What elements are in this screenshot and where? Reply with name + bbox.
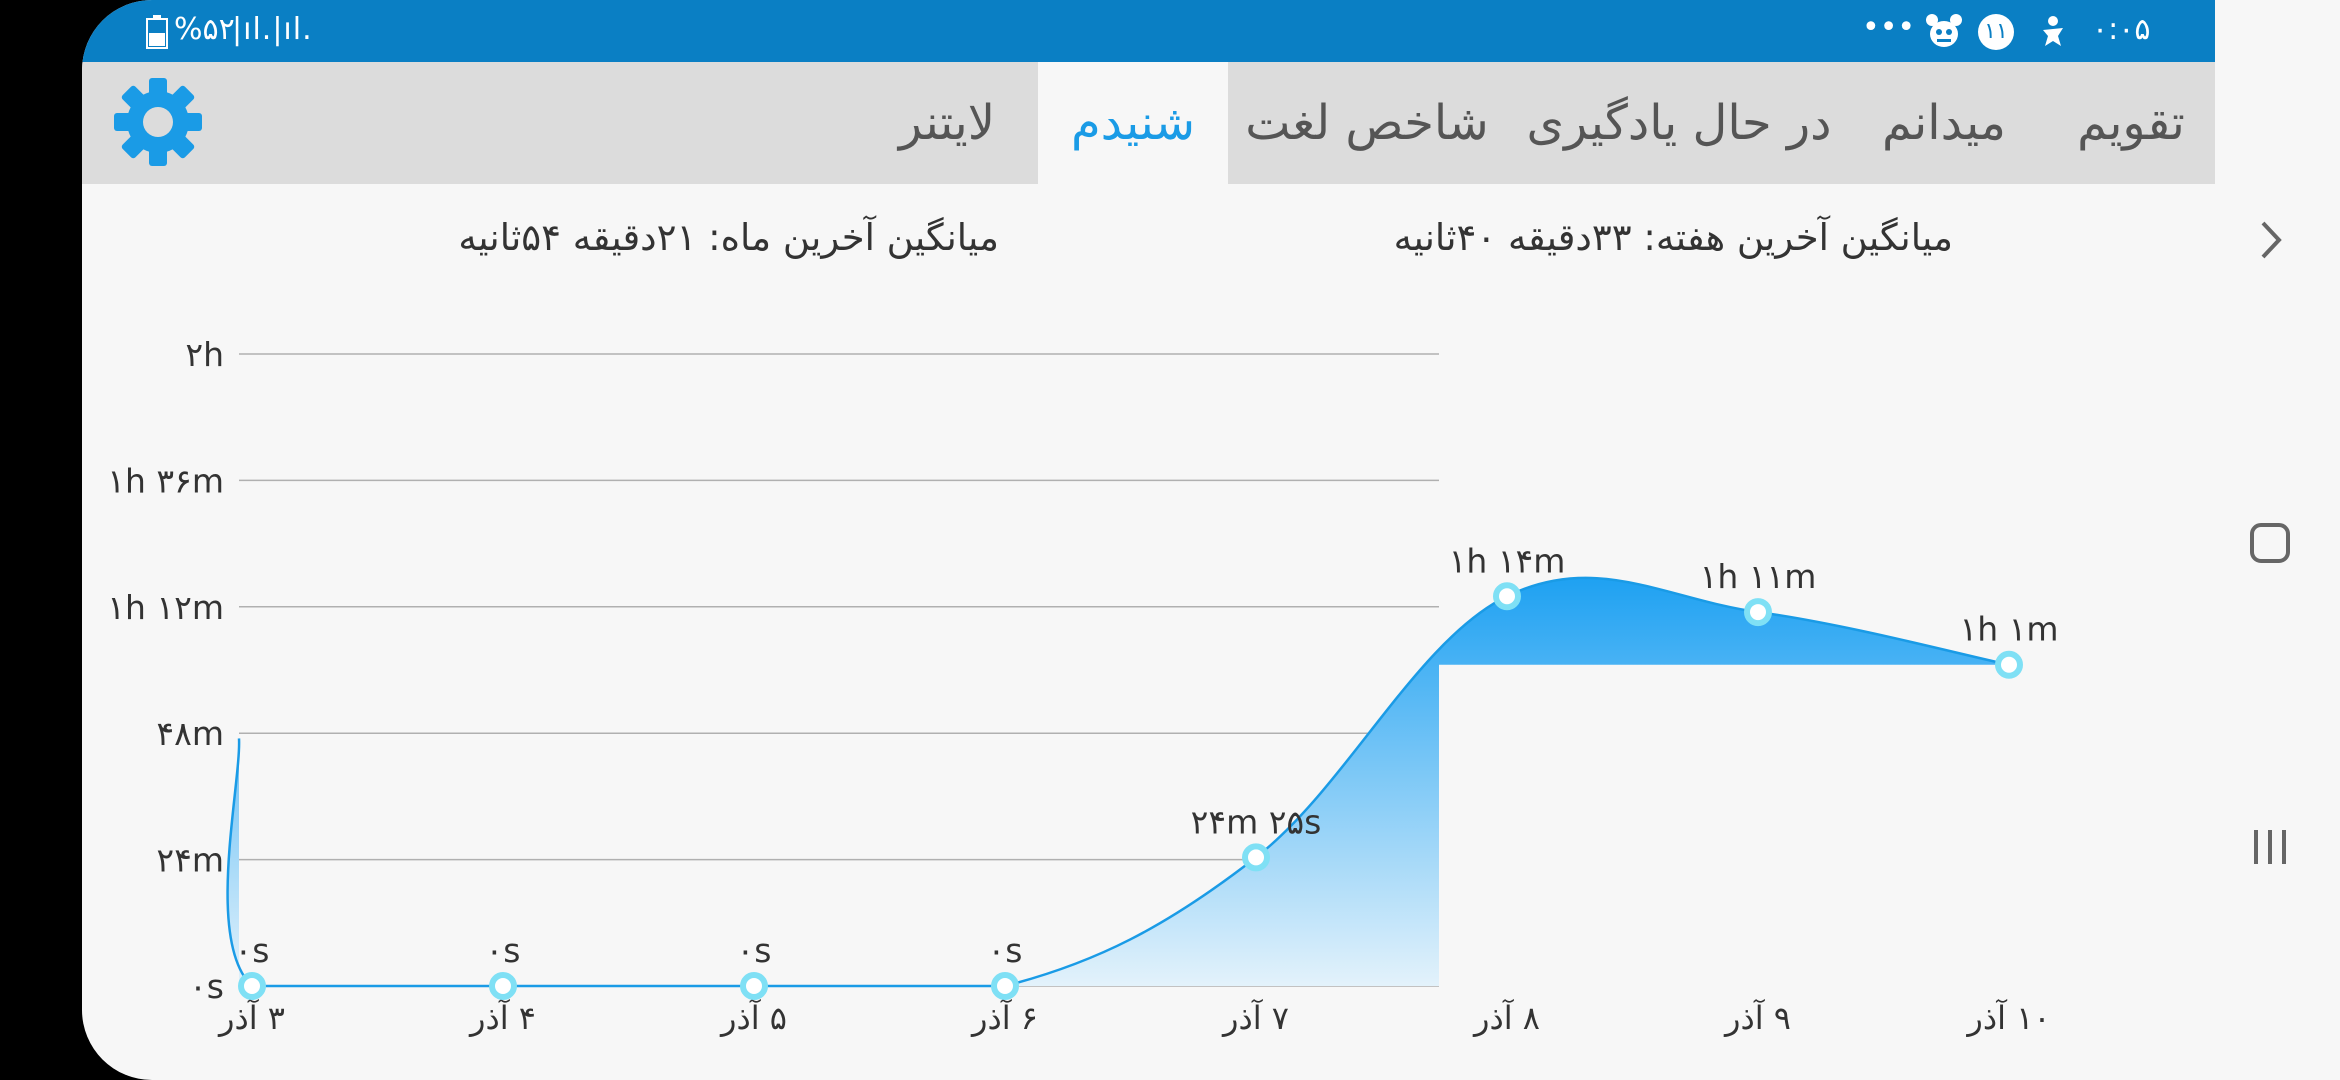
tab-calendar[interactable]: تقویم bbox=[2077, 95, 2185, 151]
x-tick-label: ۴ آذر bbox=[468, 998, 536, 1037]
y-tick-label: ۲۴m bbox=[156, 841, 224, 880]
tab-learning[interactable]: در حال یادگیری bbox=[1526, 95, 1832, 151]
data-point[interactable] bbox=[991, 972, 1019, 1000]
recent-apps-icon[interactable] bbox=[2245, 822, 2295, 876]
battery-percent: %۵۲ bbox=[174, 12, 235, 47]
tab-bar: تقویم میدانم در حال یادگیری شاخص لغت شنی… bbox=[82, 62, 2215, 184]
data-point[interactable] bbox=[238, 972, 266, 1000]
notification-badge: ۱۱ bbox=[1978, 14, 2014, 50]
data-point[interactable] bbox=[489, 972, 517, 1000]
more-notifications-icon: ••• bbox=[1862, 10, 1916, 45]
y-tick-label: ۱h ۱۲m bbox=[107, 588, 224, 627]
x-tick-label: ۵ آذر bbox=[719, 998, 787, 1037]
data-label: ۰s bbox=[988, 931, 1023, 970]
tab-word-index[interactable]: شاخص لغت bbox=[1245, 95, 1489, 151]
status-bar: ۰:۰۵ ۱۱ ••• %۵۲ |ıl.|ıl. bbox=[82, 0, 2215, 62]
tab-heard[interactable]: شنیدم bbox=[1038, 62, 1228, 184]
x-tick-label: ۹ آذر bbox=[1723, 998, 1791, 1037]
accessibility-icon bbox=[2037, 14, 2069, 52]
chart-grid bbox=[239, 353, 1439, 987]
navigation-bar bbox=[2215, 0, 2340, 1080]
week-average: میانگین آخرین هفته: ۳۳دقیقه ۴۰ثانیه bbox=[1393, 216, 1953, 259]
x-tick-label: ۸ آذر bbox=[1472, 998, 1540, 1037]
home-button-icon[interactable] bbox=[2245, 518, 2295, 572]
chart-area bbox=[226, 576, 2010, 988]
data-label: ۱h ۱۱m bbox=[1700, 557, 1817, 596]
data-point[interactable] bbox=[1242, 843, 1270, 872]
series-line bbox=[226, 576, 2010, 988]
data-label: ۱h ۱m bbox=[1960, 610, 2059, 649]
x-tick-label: ۷ آذر bbox=[1221, 998, 1289, 1037]
battery-icon bbox=[146, 15, 168, 53]
x-tick-label: ۱۰ آذر bbox=[1965, 998, 2050, 1037]
data-point[interactable] bbox=[1744, 598, 1772, 627]
y-tick-label: ۱h ۳۶m bbox=[107, 461, 224, 500]
data-point[interactable] bbox=[1995, 650, 2023, 679]
tab-leitner[interactable]: لایتنر bbox=[898, 95, 996, 151]
chart-data-labels: ۰s ۰s ۰s ۰s ۲۴m ۲۵s ۱h ۱۴m ۱h ۱۱m ۱h ۱m bbox=[235, 541, 2059, 970]
data-label: ۲۴m ۲۵s bbox=[1191, 802, 1322, 841]
x-tick-label: ۶ آذر bbox=[970, 998, 1038, 1037]
y-tick-label: ۴۸m bbox=[156, 714, 224, 753]
data-label: ۰s bbox=[737, 931, 772, 970]
data-point[interactable] bbox=[1493, 582, 1521, 611]
listening-time-chart: ۰s ۲۴m ۴۸m ۱h ۱۲m ۱h ۳۶m ۲h ۳ آذر ۴ آذر ۵ آذر ۶ … bbox=[107, 335, 2059, 1037]
signal-icon: |ıl.|ıl. bbox=[232, 12, 313, 47]
data-label: ۰s bbox=[486, 931, 521, 970]
chart-points bbox=[238, 582, 2023, 1000]
x-tick-label: ۳ آذر bbox=[217, 998, 285, 1037]
chevron-right-icon[interactable] bbox=[2245, 215, 2295, 269]
y-tick-label: ۰s bbox=[189, 967, 224, 1006]
tab-know[interactable]: میدانم bbox=[1881, 95, 2007, 151]
y-tick-label: ۲h bbox=[185, 335, 224, 374]
data-point[interactable] bbox=[740, 972, 768, 1000]
data-label: ۱h ۱۴m bbox=[1449, 541, 1566, 580]
status-time: ۰:۰۵ bbox=[2092, 12, 2151, 47]
y-axis-ticks: ۰s ۲۴m ۴۸m ۱h ۱۲m ۱h ۳۶m ۲h bbox=[107, 335, 224, 1006]
settings-gear-icon[interactable] bbox=[112, 76, 204, 168]
series-area bbox=[227, 577, 2009, 986]
data-label: ۰s bbox=[235, 931, 270, 970]
month-average: میانگین آخرین ماه: ۲۱دقیقه ۵۴ثانیه bbox=[458, 216, 999, 259]
x-axis-ticks: ۳ آذر ۴ آذر ۵ آذر ۶ آذر ۷ آذر ۸ آذر ۹ آذر ۱۰ آذ… bbox=[217, 998, 2051, 1037]
app-screen: ۰:۰۵ ۱۱ ••• %۵۲ |ıl.|ıl. تقویم میدانم در… bbox=[82, 0, 2215, 1080]
app-mascot-icon bbox=[1924, 12, 1964, 54]
